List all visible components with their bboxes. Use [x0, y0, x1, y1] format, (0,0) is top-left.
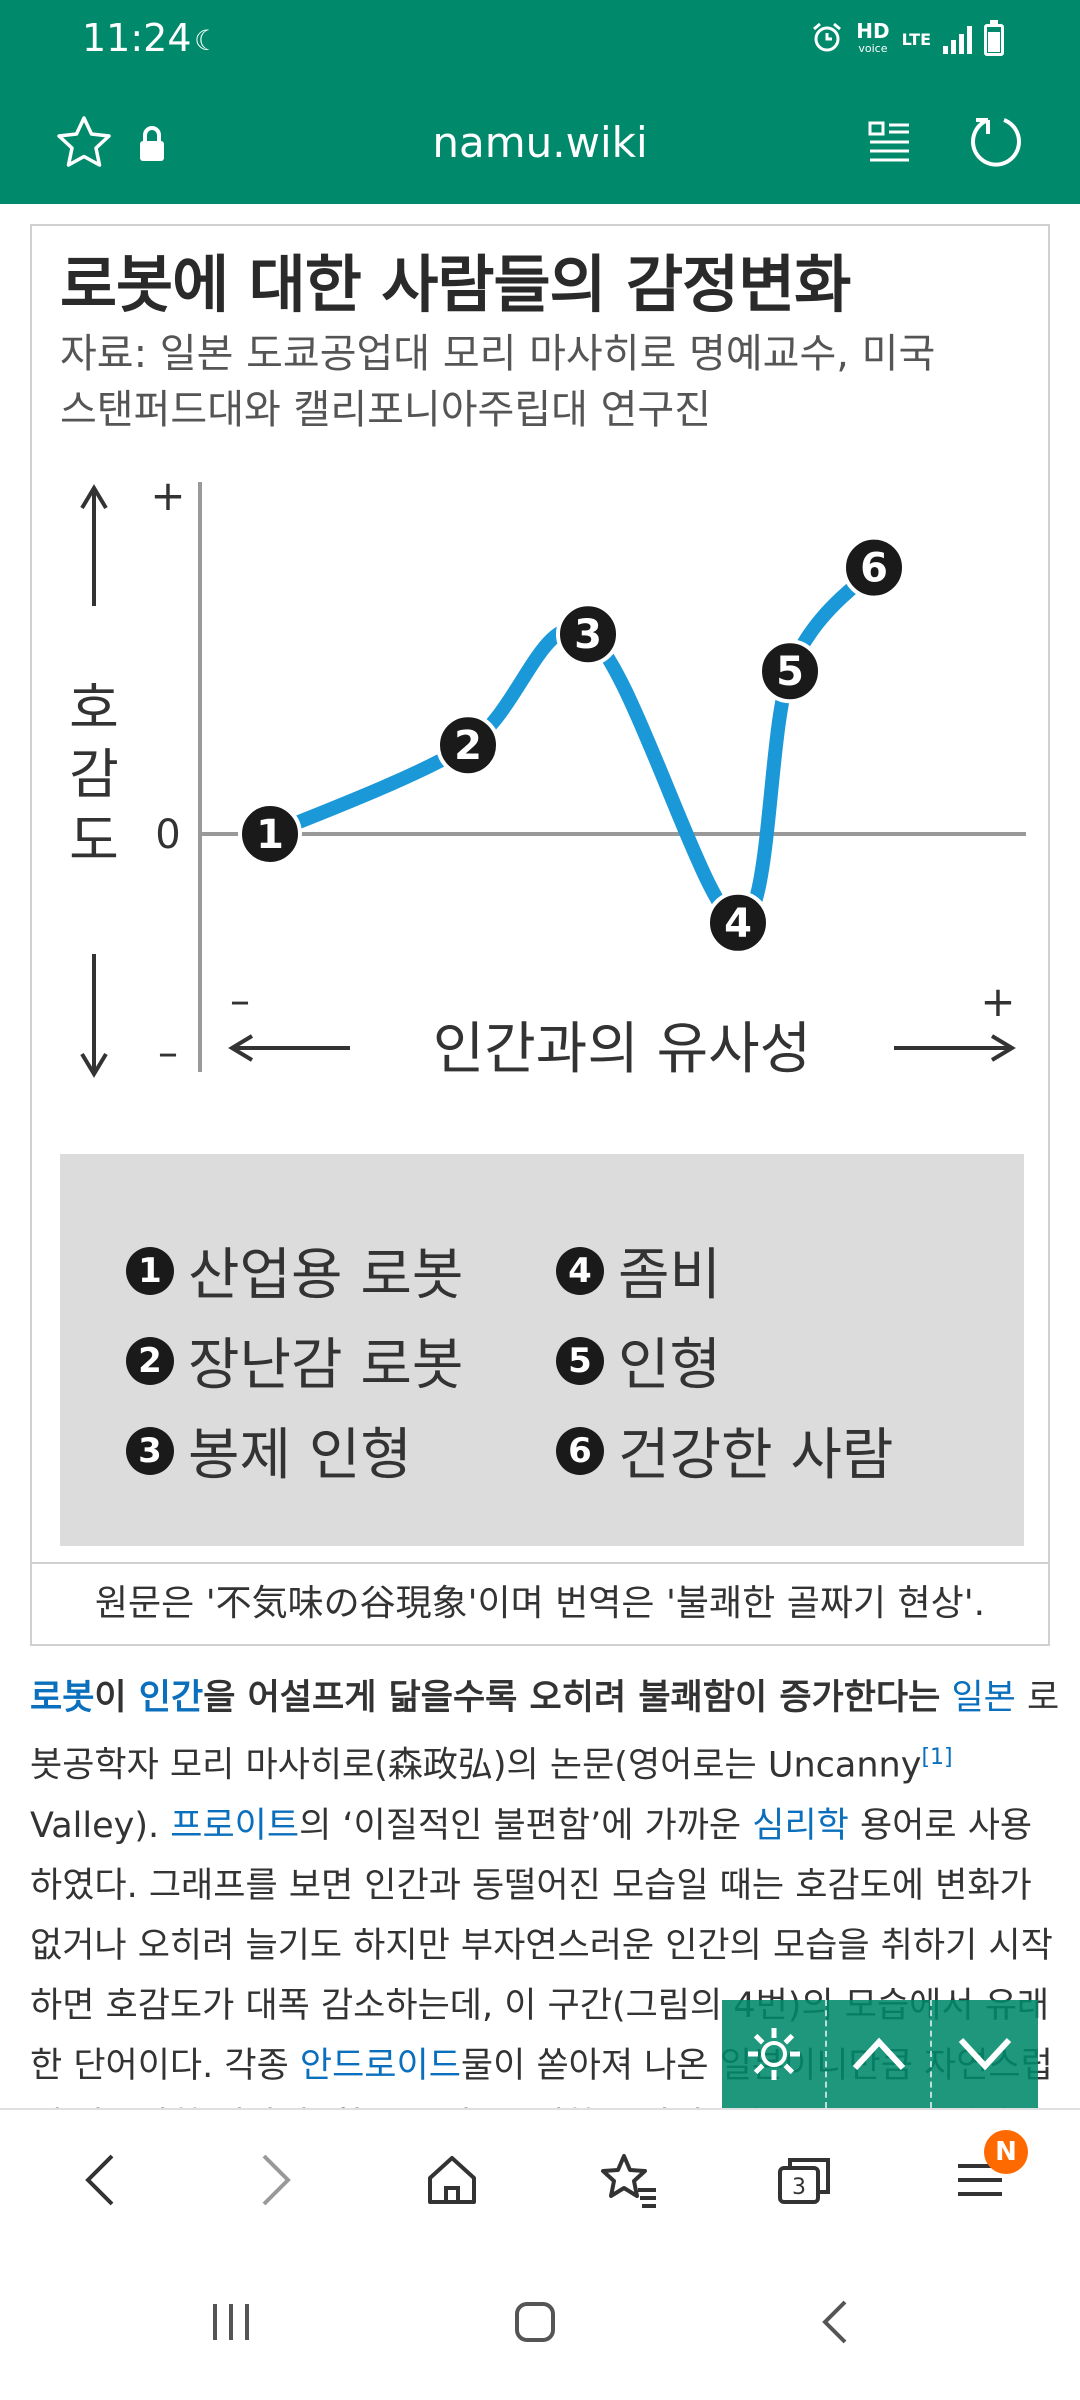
notification-badge: N: [984, 2130, 1028, 2174]
dnd-icon: ☾: [194, 24, 220, 57]
status-indicators: HD voice LTE: [810, 20, 1004, 60]
reader-mode-icon[interactable]: [868, 120, 912, 164]
x-tick-minus: –: [230, 978, 250, 1024]
chart-legend: 1 산업용 로봇 2 장난감 로봇 3 봉제 인형 4 좀비 5 인형 6 건강한 사람: [60, 1154, 1024, 1546]
url-display[interactable]: namu.wiki: [432, 118, 648, 167]
point-marker: [758, 639, 822, 704]
legend-item: 2 장난감 로봇: [126, 1320, 463, 1401]
data-point: 5: [758, 639, 822, 704]
text-span: Valley).: [30, 1805, 171, 1846]
article-figure: 로봇에 대한 사람들의 감정변화 자료: 일본 도쿄공업대 모리 마사히로 명예…: [30, 224, 1050, 1564]
system-back-icon[interactable]: [800, 2292, 870, 2352]
lock-icon: [134, 124, 170, 164]
x-tick-plus: +: [980, 977, 1015, 1026]
point-marker: [706, 890, 770, 955]
browser-url-bar: namu.wiki: [0, 80, 1080, 204]
point-label: 3: [574, 612, 602, 658]
back-icon[interactable]: [62, 2142, 138, 2218]
home-icon[interactable]: [414, 2142, 490, 2218]
scroll-up-icon[interactable]: [827, 2000, 932, 2108]
legend-item: 1 산업용 로봇: [126, 1230, 463, 1311]
point-marker: [436, 713, 500, 778]
browser-bottom-nav: 3 N: [0, 2108, 1080, 2248]
system-home-icon[interactable]: [500, 2292, 570, 2352]
uncanny-valley-chart: +0 – – + 1 2 3 4 5 6: [80, 471, 1026, 1078]
data-point: 4: [706, 890, 770, 955]
link-freud[interactable]: 프로이트: [170, 1805, 300, 1846]
system-nav-bar: [0, 2248, 1080, 2400]
floating-controls: [722, 2000, 1038, 2108]
link-human[interactable]: 인간: [138, 1678, 204, 1718]
link-psychology[interactable]: 심리학: [752, 1805, 849, 1846]
settings-icon[interactable]: [722, 2000, 827, 2108]
y-tick-zero: 0: [155, 812, 180, 858]
star-icon[interactable]: [54, 114, 114, 170]
point-marker: [842, 535, 906, 600]
battery-icon: [984, 20, 1004, 56]
tabs-icon[interactable]: 3: [766, 2142, 842, 2218]
link-japan[interactable]: 일본: [951, 1678, 1016, 1718]
point-label: 6: [860, 546, 888, 592]
y-tick-minus: –: [158, 1030, 178, 1076]
menu-icon[interactable]: N: [942, 2130, 1028, 2218]
point-marker: [238, 802, 302, 866]
figure-caption: 원문은 '不気味の谷現象'이며 번역은 '불쾌한 골짜기 현상'.: [30, 1564, 1050, 1646]
svg-text:3: 3: [792, 2175, 806, 2200]
text-span: 이: [94, 1678, 139, 1718]
legend-item: 6 건강한 사람: [556, 1410, 893, 1491]
point-label: 2: [454, 723, 482, 769]
hd-voice-indicator: HD voice: [856, 19, 890, 55]
y-tick-plus: +: [150, 471, 185, 520]
legend-item: 4 좀비: [556, 1230, 721, 1311]
legend-item: 3 봉제 인형: [126, 1410, 412, 1491]
reload-icon[interactable]: [966, 112, 1026, 172]
forward-icon[interactable]: [238, 2142, 314, 2218]
point-marker: [556, 602, 620, 667]
recents-icon[interactable]: [196, 2292, 266, 2352]
x-axis-label: 인간과의 유사성: [432, 1017, 812, 1082]
text-span: 로봇공학자 모리 마사히로(森政弘)의 논문(영어로는 Uncanny: [30, 1678, 1060, 1786]
signal-icon: [943, 26, 972, 54]
link-android[interactable]: 안드로이드: [299, 2045, 461, 2086]
point-label: 5: [776, 649, 804, 695]
data-point: 3: [556, 602, 620, 667]
chart-title: 로봇에 대한 사람들의 감정변화: [60, 248, 851, 321]
alarm-icon: [810, 20, 844, 60]
data-point: 2: [436, 713, 500, 778]
scroll-down-icon[interactable]: [932, 2000, 1037, 2108]
chart-source: 자료: 일본 도쿄공업대 모리 마사히로 명예교수, 미국 스탠퍼드대와 캘리포…: [60, 331, 936, 433]
point-label: 1: [256, 812, 284, 858]
text-span: 의 ‘이질적인 불편함’에 가까운: [299, 1805, 753, 1846]
bookmarks-icon[interactable]: [590, 2142, 666, 2218]
text-span: [940, 1678, 951, 1718]
network-type: LTE: [901, 30, 931, 49]
legend-item: 5 인형: [556, 1320, 721, 1401]
text-span: 을 어설프게 닮을수록 오히려 불쾌함이 증가한다는: [203, 1678, 941, 1718]
data-point: 6: [842, 535, 906, 600]
status-time: 11:24: [82, 16, 192, 60]
data-point: 1: [238, 802, 302, 866]
link-robot[interactable]: 로봇: [30, 1678, 95, 1718]
status-bar: 11:24 ☾ HD voice LTE: [0, 0, 1080, 80]
footnote-link[interactable]: [1]: [921, 1745, 953, 1770]
point-label: 4: [724, 901, 752, 947]
